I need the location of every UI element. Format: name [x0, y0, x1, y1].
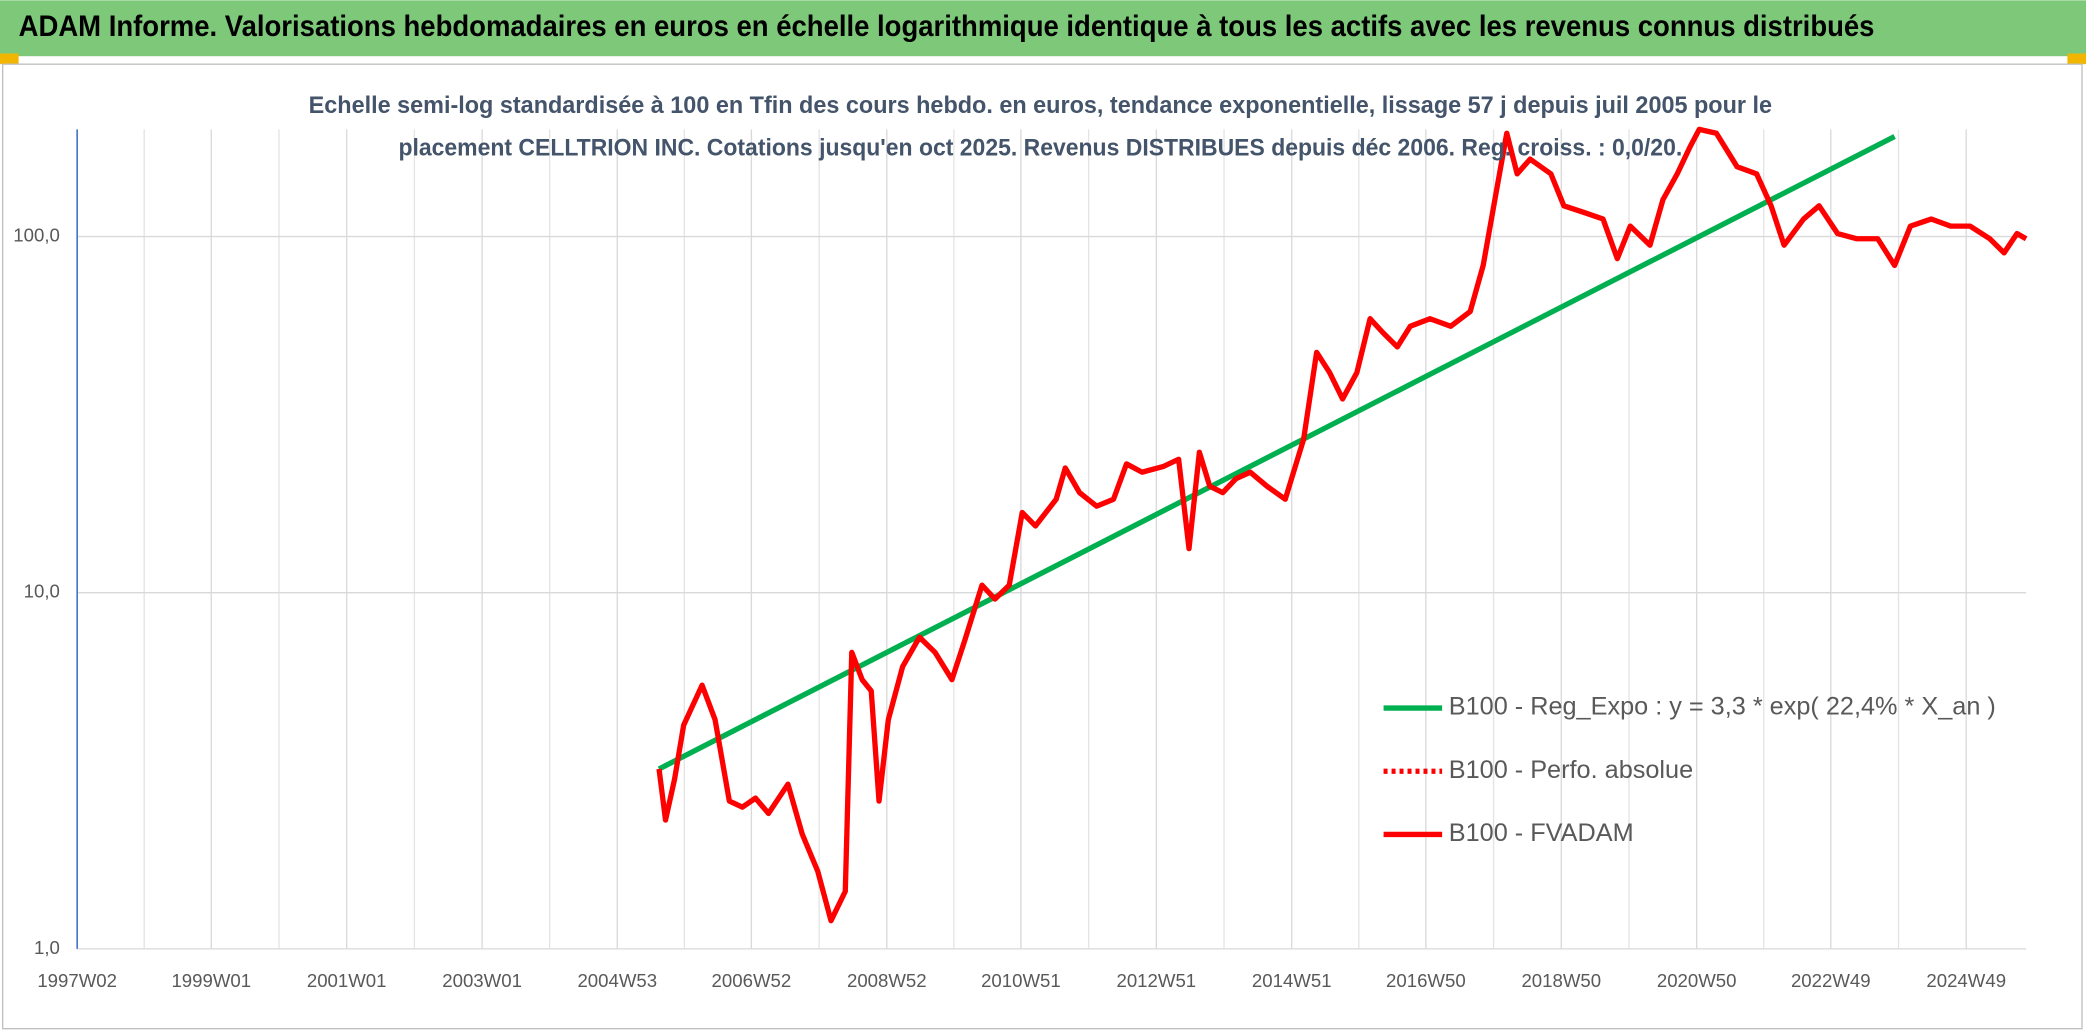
- legend: B100 - Reg_Expo : y = 3,3 * exp( 22,4% *…: [1383, 693, 1996, 847]
- x-tick-label: 2008W52: [847, 970, 927, 991]
- x-tick-label: 2024W49: [1926, 970, 2006, 991]
- plot: [656, 126, 2028, 924]
- y-tick-label: 1,0: [34, 937, 60, 958]
- legend-label: B100 - Reg_Expo : y = 3,3 * exp( 22,4% *…: [1449, 693, 1996, 721]
- x-tick-label: 2010W51: [981, 970, 1061, 991]
- x-tick-label: 2012W51: [1116, 970, 1196, 991]
- series-line: [657, 134, 1896, 772]
- legend-label: B100 - Perfo. absolue: [1449, 756, 1693, 784]
- series-line: [656, 126, 2028, 924]
- legend-label: B100 - FVADAM: [1449, 819, 1634, 847]
- chart-title: ADAM Informe. Valorisations hebdomadaire…: [19, 11, 1875, 43]
- chart-subtitle: Echelle semi-log standardisée à 100 en T…: [309, 92, 1772, 119]
- x-tick-label: 2018W50: [1521, 970, 1601, 991]
- x-tick-label: 2003W01: [442, 970, 522, 991]
- y-tick-label: 100,0: [13, 224, 60, 245]
- chart-subtitle: placement CELLTRION INC. Cotations jusqu…: [398, 135, 1682, 162]
- x-tick-label: 2006W52: [712, 970, 792, 991]
- x-tick-label: 2020W50: [1657, 970, 1737, 991]
- x-tick-label: 2004W53: [577, 970, 657, 991]
- header-band: [0, 0, 2086, 57]
- x-tick-label: 1997W02: [37, 970, 117, 991]
- corner: [2067, 53, 2086, 65]
- x-tick-label: 1999W01: [171, 970, 251, 991]
- x-tick-label: 2022W49: [1791, 970, 1871, 991]
- chart-border: [1, 63, 2083, 1030]
- x-tick-label: 2001W01: [307, 970, 387, 991]
- corner: [0, 53, 19, 65]
- grid: 1997W02 1999W01 2001W01 2003W01 2004W53 2006W…: [13, 129, 2027, 991]
- x-tick-label: 2016W50: [1386, 970, 1466, 991]
- x-tick-label: 2014W51: [1252, 970, 1332, 991]
- y-tick-label: 10,0: [24, 581, 60, 602]
